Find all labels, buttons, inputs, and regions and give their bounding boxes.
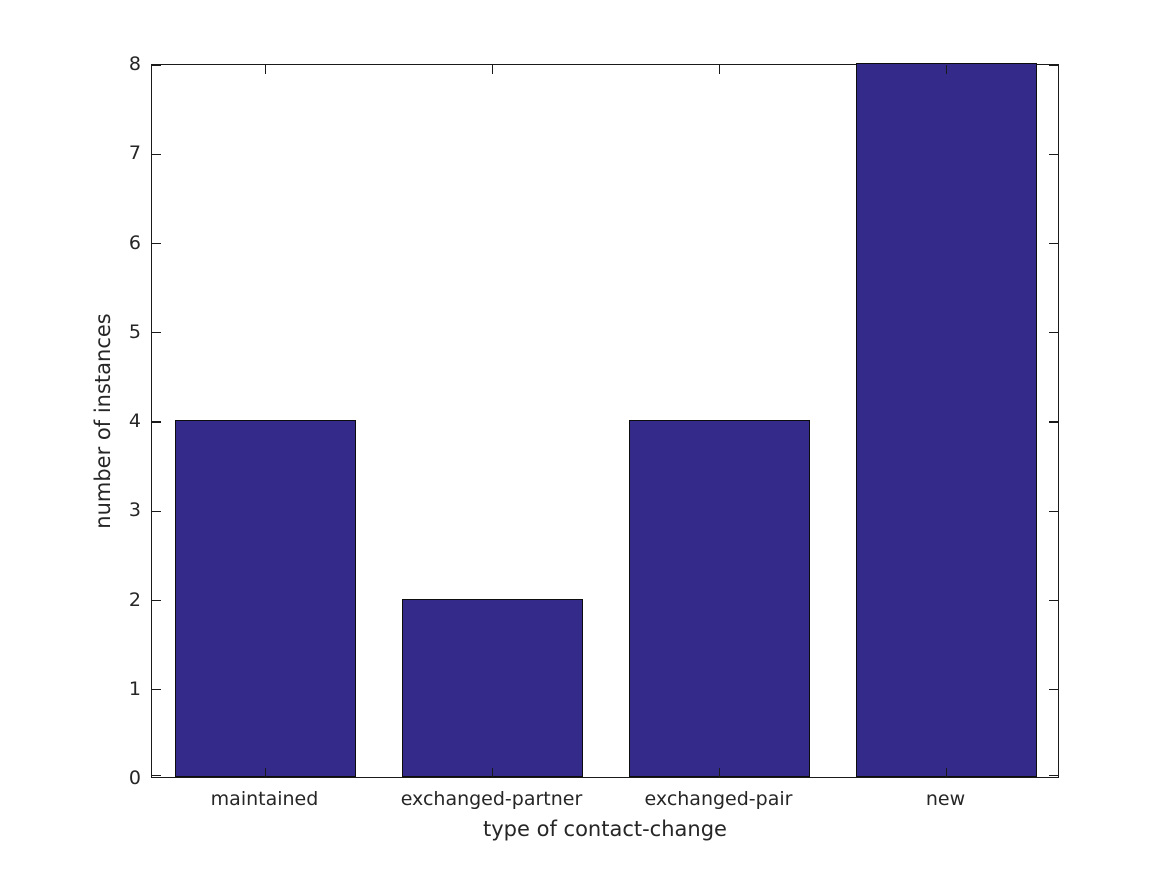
bar-new: [855, 63, 1038, 777]
left-axis-tick: [152, 510, 161, 512]
y-tick-label-8: 8: [128, 53, 141, 75]
right-axis-tick: [1049, 510, 1058, 512]
top-axis-tick: [718, 65, 721, 74]
bar-exchanged-partner: [401, 598, 584, 777]
left-axis-tick: [152, 332, 161, 334]
y-tick-label-1: 1: [128, 677, 141, 700]
left-axis-tick: [152, 153, 161, 155]
left-axis-tick: [152, 599, 161, 602]
right-axis-tick: [1049, 421, 1058, 423]
y-tick-label-0: 0: [128, 767, 141, 789]
y-tick-label-4: 4: [128, 410, 141, 432]
y-tick-label-7: 7: [128, 142, 141, 165]
right-axis-tick: [1049, 65, 1058, 67]
y-tick-label-5: 5: [128, 320, 141, 343]
right-axis-tick: [1049, 153, 1058, 155]
bottom-axis-tick: [264, 768, 267, 777]
left-axis-tick: [152, 65, 161, 67]
y-tick-label-2: 2: [128, 588, 141, 611]
top-axis-tick: [945, 65, 948, 74]
left-axis-tick: [152, 242, 161, 245]
bar-exchanged-pair: [628, 420, 811, 777]
bottom-axis-tick: [491, 768, 494, 777]
y-tick-label-6: 6: [128, 231, 141, 254]
left-axis-tick: [152, 689, 161, 691]
left-axis-tick: [152, 775, 161, 777]
x-tick-label-exchanged-partner: exchanged-partner: [400, 788, 583, 810]
bar-maintained: [174, 420, 357, 777]
top-axis-tick: [264, 65, 267, 74]
y-tick-label-3: 3: [128, 499, 141, 522]
bottom-axis-tick: [945, 768, 948, 777]
left-axis-tick: [152, 421, 161, 423]
right-axis-tick: [1049, 332, 1058, 334]
plot-area: [151, 63, 1059, 778]
x-tick-label-exchanged-pair: exchanged-pair: [644, 788, 793, 810]
right-axis-tick: [1049, 689, 1058, 691]
top-axis-tick: [491, 65, 494, 74]
bottom-axis-tick: [718, 768, 721, 777]
x-axis-label: type of contact-change: [483, 817, 727, 841]
right-axis-tick: [1049, 599, 1058, 602]
right-axis-tick: [1049, 242, 1058, 245]
x-tick-label-maintained: maintained: [210, 788, 319, 810]
right-axis-tick: [1049, 775, 1058, 777]
x-tick-label-new: new: [925, 788, 966, 810]
